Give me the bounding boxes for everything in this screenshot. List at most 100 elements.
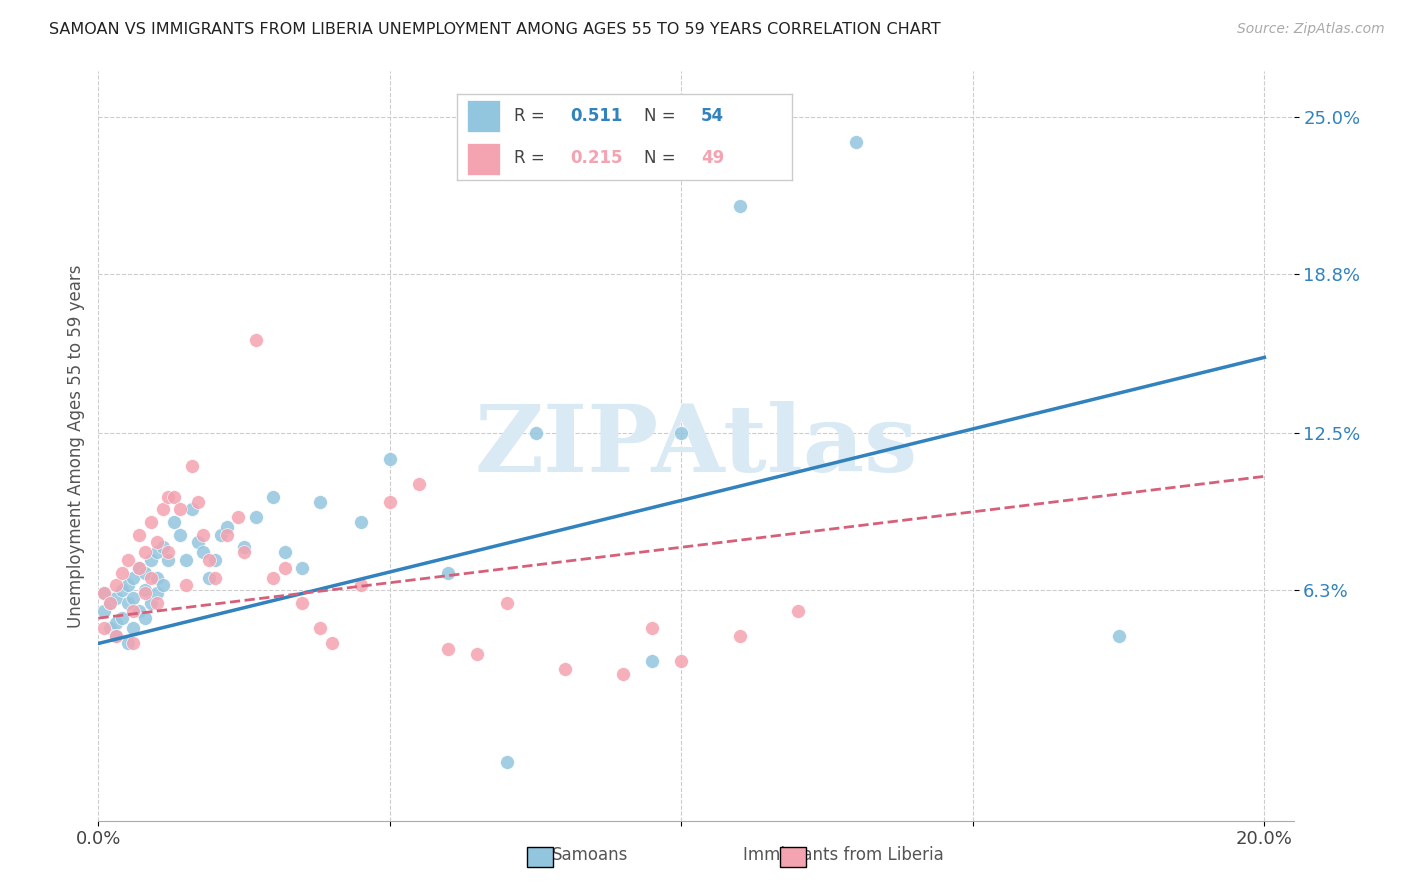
Point xyxy=(180,502,202,516)
Point xyxy=(350,515,373,529)
Point xyxy=(233,545,256,559)
Point xyxy=(134,583,156,598)
Point xyxy=(612,666,634,681)
Point xyxy=(728,198,751,212)
Point xyxy=(104,591,127,605)
Point xyxy=(93,586,115,600)
Point xyxy=(215,527,238,541)
Text: ZIPAtlas: ZIPAtlas xyxy=(474,401,918,491)
Point xyxy=(245,509,267,524)
Point xyxy=(104,629,127,643)
Point xyxy=(145,586,167,600)
Point xyxy=(93,586,115,600)
Point xyxy=(134,611,156,625)
Point xyxy=(145,596,167,610)
Point xyxy=(98,621,121,635)
Point xyxy=(104,616,127,631)
Point xyxy=(495,596,517,610)
Point xyxy=(104,629,127,643)
Point xyxy=(139,515,162,529)
Point xyxy=(139,571,162,585)
Point xyxy=(180,459,202,474)
Point xyxy=(671,426,693,441)
Point xyxy=(157,545,180,559)
Point xyxy=(728,629,751,643)
Point xyxy=(122,571,145,585)
Point xyxy=(437,566,460,580)
Point xyxy=(93,603,115,617)
Point xyxy=(134,566,156,580)
Point xyxy=(309,494,332,508)
Point xyxy=(204,571,226,585)
Point xyxy=(467,647,489,661)
Point xyxy=(93,621,115,635)
Point xyxy=(128,560,150,574)
Point xyxy=(215,520,238,534)
Point xyxy=(845,135,868,149)
Point xyxy=(174,553,197,567)
Point xyxy=(111,583,134,598)
Point xyxy=(378,451,401,466)
Point xyxy=(245,333,267,347)
Point xyxy=(204,553,226,567)
Point xyxy=(228,509,250,524)
Point xyxy=(262,571,284,585)
Point xyxy=(117,636,139,650)
Point xyxy=(122,621,145,635)
Point xyxy=(163,490,186,504)
Point xyxy=(274,545,297,559)
Point xyxy=(128,560,150,574)
Text: Source: ZipAtlas.com: Source: ZipAtlas.com xyxy=(1237,22,1385,37)
Text: Samoans: Samoans xyxy=(553,846,628,863)
Point xyxy=(186,535,208,549)
Point xyxy=(111,611,134,625)
Point xyxy=(152,578,174,592)
Point xyxy=(174,578,197,592)
Point xyxy=(291,596,314,610)
Point xyxy=(198,553,221,567)
Point xyxy=(145,535,167,549)
Point xyxy=(641,621,664,635)
Point xyxy=(128,603,150,617)
Y-axis label: Unemployment Among Ages 55 to 59 years: Unemployment Among Ages 55 to 59 years xyxy=(66,264,84,628)
Point xyxy=(193,527,215,541)
Point xyxy=(495,756,517,770)
Point xyxy=(554,662,576,676)
Point xyxy=(157,490,180,504)
Point xyxy=(145,545,167,559)
Point xyxy=(309,621,332,635)
Point xyxy=(128,527,150,541)
Point xyxy=(524,426,547,441)
Point xyxy=(111,566,134,580)
Point xyxy=(321,636,343,650)
Point xyxy=(641,654,664,668)
Point xyxy=(437,641,460,656)
Point xyxy=(145,571,167,585)
Point xyxy=(787,603,810,617)
Point xyxy=(134,545,156,559)
Point xyxy=(134,586,156,600)
Point xyxy=(122,603,145,617)
Point xyxy=(408,477,430,491)
Point xyxy=(198,571,221,585)
Point xyxy=(122,591,145,605)
Point xyxy=(350,578,373,592)
Point xyxy=(152,541,174,555)
Point xyxy=(163,515,186,529)
Point xyxy=(274,560,297,574)
Point xyxy=(117,553,139,567)
Point xyxy=(233,541,256,555)
Point xyxy=(139,596,162,610)
Text: Immigrants from Liberia: Immigrants from Liberia xyxy=(744,846,943,863)
Point xyxy=(169,502,191,516)
Point xyxy=(262,490,284,504)
Text: SAMOAN VS IMMIGRANTS FROM LIBERIA UNEMPLOYMENT AMONG AGES 55 TO 59 YEARS CORRELA: SAMOAN VS IMMIGRANTS FROM LIBERIA UNEMPL… xyxy=(49,22,941,37)
Point xyxy=(98,596,121,610)
Point xyxy=(193,545,215,559)
Point xyxy=(122,636,145,650)
Point xyxy=(1108,629,1130,643)
Point xyxy=(378,494,401,508)
Point xyxy=(186,494,208,508)
Point xyxy=(117,578,139,592)
Point xyxy=(169,527,191,541)
